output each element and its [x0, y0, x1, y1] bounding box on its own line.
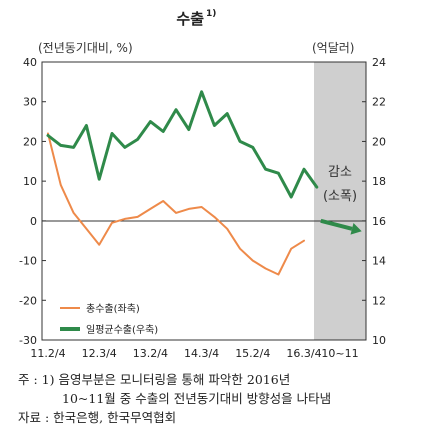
footnote-source-line: 자료 : 한국은행, 한국무역협회 [18, 408, 418, 427]
x-tick-label: 13.2/4 [133, 347, 168, 360]
forecast-label-line2: (소폭) [323, 189, 357, 204]
series-line-total-exports [47, 132, 305, 276]
legend: 총수출(좌축) 일평균수출(우축) [60, 303, 158, 336]
export-chart: 수출 1) (전년동기대비, %) (억달러) 40 30 20 10 0 -10 -20 -… [19, 9, 386, 360]
chart-title-note: 1) [206, 9, 216, 19]
left-tick-label: -10 [19, 255, 37, 268]
x-tick-label: 10~11 [321, 347, 358, 360]
left-tick-label: -20 [19, 294, 37, 307]
forecast-arrow [320, 218, 353, 231]
series-line-daily-exports [46, 90, 319, 199]
right-tick-label: 24 [372, 56, 386, 69]
right-axis-ticks: 24 22 20 18 16 14 12 10 [362, 56, 386, 347]
left-tick-label: 10 [23, 175, 37, 188]
right-tick-label: 18 [372, 175, 386, 188]
forecast-label-line1: 감소 [328, 165, 352, 180]
footnote-source-text: 한국은행, 한국무역협회 [53, 410, 177, 425]
forecast-arrow-head [350, 223, 362, 235]
left-tick-label: 0 [30, 215, 37, 228]
forecast-annotation: 감소 (소폭) [320, 165, 362, 235]
chart-title-text: 수출 [176, 10, 204, 28]
right-tick-label: 10 [372, 334, 386, 347]
footnote-source-label: 자료 : [18, 410, 50, 425]
left-axis-unit: (전년동기대비, %) [38, 41, 133, 55]
right-tick-label: 14 [372, 255, 386, 268]
footnotes: 주 : 1) 음영부분은 모니터링을 통해 파악한 2016년 10~11월 중… [18, 370, 418, 427]
x-tick-label: 15.2/4 [235, 347, 270, 360]
right-tick-label: 22 [372, 96, 386, 109]
left-tick-label: 20 [23, 135, 37, 148]
right-tick-label: 16 [372, 215, 386, 228]
right-tick-label: 12 [372, 294, 386, 307]
chart-title: 수출 1) [176, 9, 216, 28]
footnote-note-line2: 10~11월 중 수출의 전년동기대비 방향성을 나타냄 [62, 391, 332, 406]
left-axis-ticks: 40 30 20 10 0 -10 -20 -30 [19, 56, 46, 347]
footnote-note-label: 주 : 1) [18, 372, 55, 387]
x-axis-ticks: 11.2/4 12.3/4 13.2/4 14.3/4 15.2/4 16.3/4 10~1… [30, 347, 358, 360]
x-tick-label: 12.3/4 [82, 347, 117, 360]
right-tick-label: 20 [372, 135, 386, 148]
x-tick-label: 11.2/4 [30, 347, 65, 360]
legend-label-total-exports: 총수출(좌축) [86, 303, 140, 315]
footnote-note-text1: 음영부분은 모니터링을 통해 파악한 2016년 [58, 372, 291, 387]
left-tick-label: 40 [23, 56, 37, 69]
left-tick-label: -30 [19, 334, 37, 347]
legend-label-daily-exports: 일평균수출(우축) [86, 324, 158, 336]
footnote-note-line1: 주 : 1) 음영부분은 모니터링을 통해 파악한 2016년 [18, 370, 418, 389]
series-layer [46, 90, 319, 276]
forecast-shaded-band [314, 62, 366, 340]
x-tick-label: 16.3/4 [286, 347, 321, 360]
right-axis-unit: (억달러) [312, 41, 354, 55]
left-tick-label: 30 [23, 96, 37, 109]
x-tick-label: 14.3/4 [184, 347, 219, 360]
plot-frame [41, 61, 367, 341]
